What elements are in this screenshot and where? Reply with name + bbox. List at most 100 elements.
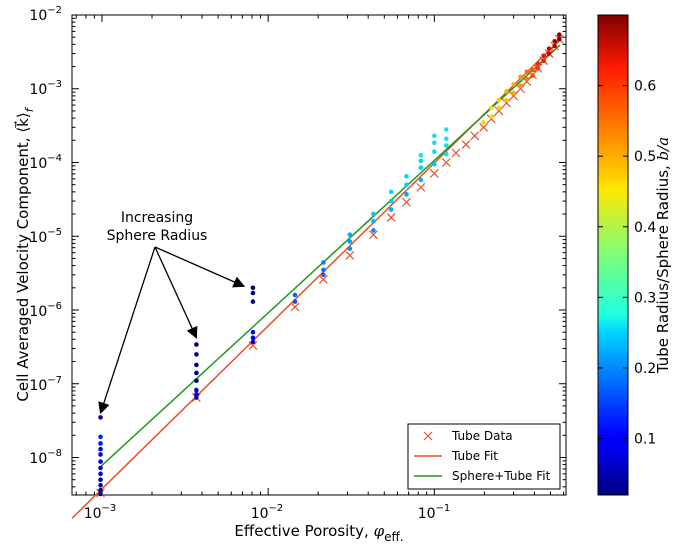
- annotation-arrow: [154, 246, 246, 288]
- tube-data-point: [368, 230, 378, 240]
- sphere-data-point: [524, 76, 530, 82]
- sphere-data-point: [194, 391, 199, 397]
- sphere-data-point: [250, 339, 256, 345]
- sphere-data-point: [546, 46, 552, 51]
- tube-data-point: [486, 114, 496, 124]
- tube-data-point: [461, 140, 471, 149]
- sphere-data-point: [535, 65, 541, 71]
- sphere-data-point: [496, 105, 502, 111]
- colorbar-tick-label: 0.3: [634, 290, 656, 306]
- sphere-data-point: [481, 120, 486, 125]
- sphere-data-point: [98, 434, 103, 440]
- sphere-data-point: [546, 51, 552, 56]
- x-tick-label: 10−1: [418, 503, 451, 522]
- sphere-data-point: [518, 74, 523, 80]
- sphere-data-point: [432, 161, 437, 167]
- y-tick-label: 10−7: [29, 375, 62, 394]
- sphere-data-point: [347, 246, 353, 251]
- colorbar-tick-label: 0.6: [634, 79, 656, 95]
- sphere-data-point: [552, 43, 557, 49]
- y-tick-label: 10−5: [29, 227, 62, 246]
- colorbar-tick-label: 0.5: [634, 149, 656, 165]
- sphere-data-point: [404, 182, 409, 187]
- colorbar-gradient: [597, 14, 629, 496]
- sphere-data-point: [518, 83, 523, 88]
- sphere-data-point: [194, 387, 199, 393]
- sphere-data-point: [292, 299, 298, 304]
- colorbar-title: Tube Radius/Sphere Radius, b/a: [654, 137, 672, 374]
- tube-data-point: [345, 250, 355, 260]
- colorbar-tick-label: 0.2: [634, 361, 656, 377]
- sphere-data-point: [292, 292, 298, 298]
- sphere-data-dots: [98, 32, 562, 497]
- tube-data-point: [290, 302, 300, 312]
- sphere-data-point: [98, 491, 103, 497]
- annotation-arrows: [98, 246, 246, 415]
- sphere-data-point: [194, 370, 199, 376]
- tube-data-point: [502, 98, 511, 108]
- sphere-data-point: [418, 158, 424, 164]
- colorbar-tick-label: 0.1: [634, 432, 656, 448]
- sphere-data-point: [321, 260, 326, 265]
- y-tick-label: 10−8: [29, 448, 62, 467]
- y-tick-label: 10−6: [29, 301, 62, 320]
- tube-data-point: [318, 274, 328, 284]
- colorbar: 0.1 0.2 0.3 0.4 0.5 0.6 Tube Radius/Sphere Ra…: [597, 14, 672, 496]
- x-axis-title: Effective Porosity, φeff.: [234, 522, 403, 544]
- sphere-data-point: [371, 218, 376, 224]
- y-tick-label: 10−4: [29, 153, 62, 172]
- tube-data-point: [451, 148, 461, 158]
- sphere-data-point: [443, 127, 449, 132]
- sphere-data-point: [98, 465, 103, 471]
- tube-data-point: [516, 84, 525, 94]
- sphere-data-point: [443, 151, 449, 157]
- sphere-data-point: [321, 272, 326, 278]
- sphere-data-point: [250, 335, 256, 341]
- tube-data-point: [522, 77, 532, 87]
- annotation-arrow: [154, 246, 198, 339]
- legend-label-sphere-tube-fit: Sphere+Tube Fit: [452, 469, 551, 483]
- tube-data-point: [509, 91, 519, 101]
- sphere-data-point: [511, 81, 516, 87]
- sphere-data-point: [98, 441, 103, 446]
- sphere-data-point: [418, 177, 424, 183]
- sphere-data-point: [504, 89, 509, 94]
- sphere-data-point: [530, 73, 535, 79]
- tube-data-point: [416, 182, 426, 192]
- colorbar-ticks: 0.1 0.2 0.3 0.4 0.5 0.6: [598, 79, 656, 448]
- sphere-data-point: [418, 165, 424, 171]
- sphere-data-point: [194, 352, 199, 357]
- sphere-data-point: [98, 487, 103, 493]
- y-tick-label: 10−3: [29, 79, 62, 98]
- sphere-data-point: [524, 69, 530, 75]
- annotation-arrow: [98, 246, 156, 415]
- tube-data-point: [429, 169, 439, 178]
- sphere-data-point: [250, 329, 256, 335]
- tube-data-point: [494, 106, 504, 116]
- axis-ticks: [72, 14, 566, 495]
- sphere-data-point: [194, 362, 199, 368]
- sphere-data-point: [488, 114, 494, 119]
- sphere-data-point: [432, 149, 437, 155]
- sphere-data-point: [418, 153, 424, 158]
- sphere-data-point: [530, 67, 535, 73]
- annotation: Increasing Sphere Radius: [98, 210, 246, 415]
- fit-lines: [71, 39, 561, 519]
- sphere-data-point: [98, 482, 103, 488]
- sphere-data-point: [98, 459, 103, 464]
- legend-label-tube-fit: Tube Fit: [451, 449, 498, 463]
- sphere-data-point: [194, 342, 199, 347]
- sphere-data-point: [541, 58, 546, 64]
- sphere-data-point: [194, 378, 199, 383]
- sphere-data-point: [250, 290, 256, 296]
- sphere-tube-fit-line: [100, 44, 561, 468]
- sphere-data-point: [371, 228, 376, 233]
- sphere-data-point: [194, 395, 199, 400]
- sphere-data-point: [432, 140, 437, 146]
- sphere-data-point: [347, 232, 353, 237]
- sphere-data-point: [511, 90, 516, 96]
- y-tick-label: 10−2: [29, 5, 62, 24]
- sphere-data-point: [98, 415, 103, 420]
- sphere-data-point: [504, 97, 509, 103]
